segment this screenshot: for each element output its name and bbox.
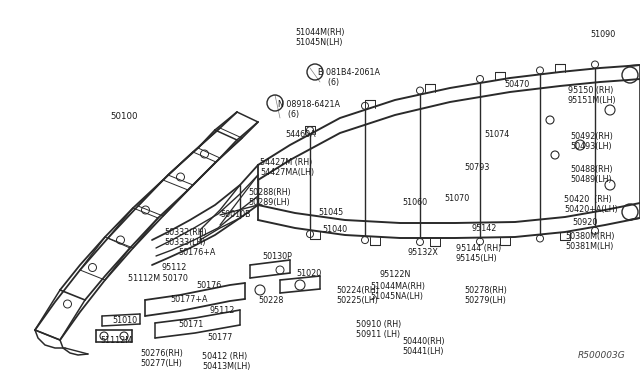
Text: 51044MA(RH)
51045NA(LH): 51044MA(RH) 51045NA(LH) bbox=[370, 282, 425, 301]
Text: 95144 (RH)
95145(LH): 95144 (RH) 95145(LH) bbox=[456, 244, 501, 263]
Text: 50176+A: 50176+A bbox=[178, 248, 216, 257]
Text: 50224(RH)
50225(LH): 50224(RH) 50225(LH) bbox=[336, 286, 379, 305]
Text: 50420  (RH)
50420+A(LH): 50420 (RH) 50420+A(LH) bbox=[564, 195, 618, 214]
Text: 51020: 51020 bbox=[296, 269, 321, 278]
Text: 51060: 51060 bbox=[402, 198, 427, 207]
Text: N 08918-6421A
    (6): N 08918-6421A (6) bbox=[278, 100, 340, 119]
Text: 51044M(RH)
51045N(LH): 51044M(RH) 51045N(LH) bbox=[295, 28, 344, 47]
Text: 54427M (RH)
54427MA(LH): 54427M (RH) 54427MA(LH) bbox=[260, 158, 314, 177]
Text: 95132X: 95132X bbox=[408, 248, 439, 257]
Text: 50793: 50793 bbox=[464, 163, 490, 172]
Text: 50440(RH)
50441(LH): 50440(RH) 50441(LH) bbox=[402, 337, 445, 356]
Text: 50412 (RH)
50413M(LH): 50412 (RH) 50413M(LH) bbox=[202, 352, 250, 371]
Text: 51040: 51040 bbox=[322, 225, 347, 234]
Text: 51074: 51074 bbox=[484, 130, 509, 139]
Text: 95112: 95112 bbox=[210, 306, 236, 315]
Text: 50920: 50920 bbox=[572, 218, 597, 227]
Text: 50276(RH)
50277(LH): 50276(RH) 50277(LH) bbox=[140, 349, 183, 368]
Text: 51070: 51070 bbox=[444, 194, 469, 203]
Text: 51112M: 51112M bbox=[100, 336, 132, 345]
Text: 51045: 51045 bbox=[318, 208, 343, 217]
Text: 50910 (RH)
50911 (LH): 50910 (RH) 50911 (LH) bbox=[356, 320, 401, 339]
Text: 50332(RH)
50333(LH): 50332(RH) 50333(LH) bbox=[164, 228, 207, 247]
Text: R500003G: R500003G bbox=[577, 351, 625, 360]
Text: 51112M 50170: 51112M 50170 bbox=[128, 274, 188, 283]
Text: 95150 (RH)
95151M(LH): 95150 (RH) 95151M(LH) bbox=[568, 86, 616, 105]
Text: 95122N: 95122N bbox=[380, 270, 412, 279]
Text: 50130P: 50130P bbox=[262, 252, 292, 261]
Text: 50380M(RH)
50381M(LH): 50380M(RH) 50381M(LH) bbox=[565, 232, 614, 251]
Text: 50492(RH)
50493(LH): 50492(RH) 50493(LH) bbox=[570, 132, 613, 151]
Text: 50278(RH)
50279(LH): 50278(RH) 50279(LH) bbox=[464, 286, 507, 305]
Text: 51010: 51010 bbox=[112, 316, 137, 325]
Text: 50100: 50100 bbox=[110, 112, 138, 121]
Text: 50288(RH)
50289(LH): 50288(RH) 50289(LH) bbox=[248, 188, 291, 207]
Text: 50228: 50228 bbox=[258, 296, 284, 305]
Text: 50177+A: 50177+A bbox=[170, 295, 207, 304]
Text: 50176: 50176 bbox=[196, 281, 221, 290]
Text: 95142: 95142 bbox=[472, 224, 497, 233]
Text: B 081B4-2061A
    (6): B 081B4-2061A (6) bbox=[318, 68, 380, 87]
Text: 50177: 50177 bbox=[207, 333, 232, 342]
Text: 50488(RH)
50489(LH): 50488(RH) 50489(LH) bbox=[570, 165, 612, 184]
Text: 54460A: 54460A bbox=[285, 130, 316, 139]
Text: 95112: 95112 bbox=[162, 263, 188, 272]
Text: 50470: 50470 bbox=[504, 80, 529, 89]
Text: 50010B: 50010B bbox=[220, 210, 251, 219]
Text: 51090: 51090 bbox=[590, 30, 615, 39]
Text: 50171: 50171 bbox=[178, 320, 204, 329]
